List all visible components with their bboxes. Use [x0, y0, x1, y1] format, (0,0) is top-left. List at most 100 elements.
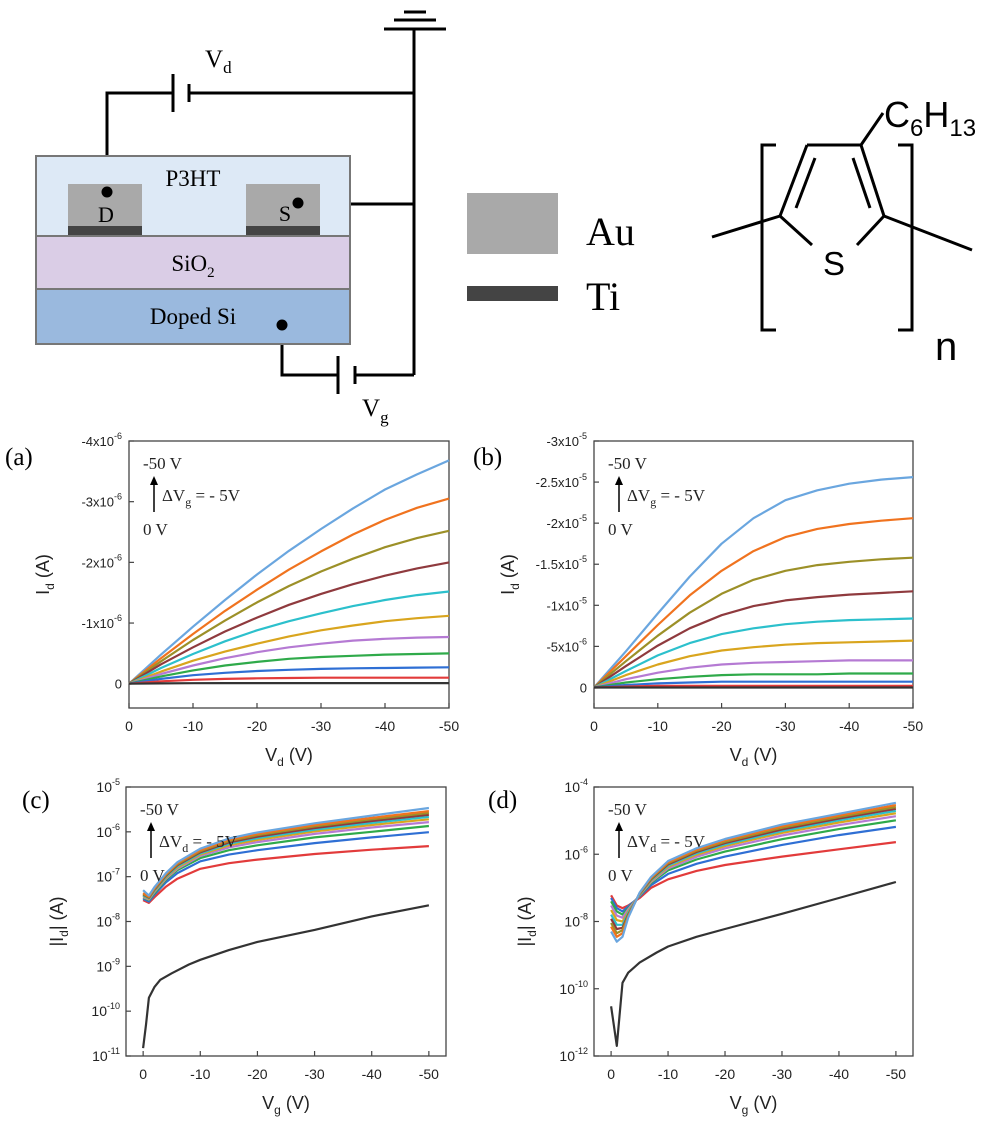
device-schematic: Vd Vg P3HT D S SiO2 Doped Si Au Ti [35, 10, 635, 427]
x-tick-label: -20 [711, 718, 731, 734]
x-tick-label: -30 [304, 1066, 324, 1082]
series-line-6 [128, 614, 450, 685]
x-tick-label: -20 [247, 1066, 267, 1082]
series-line-3 [610, 825, 897, 913]
vd-label: Vd [205, 46, 232, 77]
source-contact-dot [292, 197, 304, 209]
vg-label: Vg [362, 395, 389, 427]
series-line-2 [142, 845, 429, 905]
y-tick-label: -3x10-6 [81, 492, 122, 510]
x-tick-label: 0 [125, 718, 133, 734]
series-line-8 [593, 672, 913, 689]
y-tick-label: 10-6 [96, 822, 120, 840]
series-line-10 [593, 684, 913, 689]
battery-vd-icon [171, 74, 191, 112]
y-tick-label: 10-6 [564, 844, 588, 862]
source-ti-layer [246, 226, 320, 235]
series-line-11 [142, 806, 430, 897]
x-axis-label: Vd (V) [730, 745, 778, 769]
arrowhead-icon [150, 476, 158, 485]
annotation-bottom: 0 V [143, 520, 168, 539]
annotation-delta: ΔVd = - 5V [627, 832, 706, 855]
doped-si-label: Doped Si [150, 304, 236, 329]
series-line-1 [142, 904, 430, 1049]
drain-label: D [98, 202, 114, 227]
series-line-4 [128, 561, 450, 685]
y-tick-label: -2x10-6 [81, 552, 122, 570]
panel-b-label: (b) [473, 444, 502, 471]
x-axis-label: Vg (V) [730, 1093, 778, 1117]
sulfur-label: S [823, 245, 845, 282]
x-tick-label: -40 [362, 1066, 382, 1082]
y-axis-label: Id (A) [33, 554, 57, 595]
x-tick-label: -40 [829, 1066, 849, 1082]
au-legend-label: Au [586, 209, 635, 254]
annotation-top: -50 V [608, 454, 648, 473]
series-line-10 [128, 676, 449, 685]
x-tick-label: -40 [839, 718, 859, 734]
series-line-4 [610, 819, 897, 916]
series-line-3 [128, 529, 450, 685]
chart-c: 0 -10 -20 -30 -40 -50 10-11 10-10 10-9 10-8 10-7 10… [47, 777, 447, 1117]
series-line-2 [593, 517, 914, 689]
y-tick-label: -2x10-5 [546, 513, 587, 531]
series-line-4 [593, 590, 914, 689]
series-line-7 [593, 659, 913, 689]
ti-legend-label: Ti [586, 274, 620, 319]
sio2-label: SiO2 [171, 251, 214, 281]
y-tick-label: -2.5x10-5 [536, 472, 587, 490]
panel-d-label: (d) [488, 787, 517, 814]
series-line-7 [128, 635, 450, 685]
x-tick-label: -50 [886, 1066, 906, 1082]
y-tick-label: -4x10-6 [81, 431, 122, 449]
annotation-bottom: 0 V [140, 866, 165, 885]
series-line-2 [610, 841, 897, 910]
arrowhead-icon [615, 822, 623, 831]
series-line-11 [128, 681, 449, 685]
series-line-10 [610, 804, 897, 938]
x-tick-label: 0 [607, 1066, 615, 1082]
series-line-5 [128, 590, 450, 685]
series-line-11 [610, 801, 897, 943]
thiophene-ring [711, 112, 973, 252]
p3ht-structure: S C6H13 n [711, 94, 976, 369]
annotation-bottom: 0 V [608, 866, 633, 885]
x-tick-label: 0 [139, 1066, 147, 1082]
series-line-2 [128, 497, 450, 685]
annotation-top: -50 V [608, 800, 648, 819]
x-tick-label: 0 [590, 718, 598, 734]
series-line-9 [128, 666, 450, 685]
x-axis-label: Vd (V) [265, 745, 313, 769]
series-line-3 [593, 556, 914, 689]
x-tick-label: -30 [772, 1066, 792, 1082]
x-tick-label: -40 [375, 718, 395, 734]
x-tick-label: -20 [715, 1066, 735, 1082]
x-tick-label: -10 [658, 1066, 678, 1082]
y-tick-label: -1x10-6 [81, 613, 122, 631]
y-tick-label: -1x10-5 [546, 595, 587, 613]
series-line-1 [593, 476, 914, 689]
series-line-8 [128, 652, 450, 685]
y-axis-label: |Id| (A) [47, 896, 71, 946]
plot-frame [593, 440, 914, 709]
arrowhead-icon [147, 822, 155, 831]
drain-contact-dot [101, 186, 113, 198]
x-tick-label: -10 [648, 718, 668, 734]
y-tick-label: 0 [580, 680, 587, 695]
series-line-5 [593, 617, 914, 689]
series-line-1 [128, 459, 450, 685]
y-axis-label: |Id| (A) [515, 896, 539, 946]
panel-a-label: (a) [5, 444, 33, 471]
annotation-bottom: 0 V [608, 520, 633, 539]
doped-si-layer [35, 288, 351, 345]
x-tick-label: -50 [903, 718, 923, 734]
gate-contact-dot [276, 319, 288, 331]
arrowhead-icon [615, 476, 623, 485]
series-line-9 [593, 680, 913, 689]
plot-frame [128, 440, 450, 709]
chart-b: 0 -10 -20 -30 -40 -50 0 -5x10-6 -1x10-5 -1.5x10-5… [498, 431, 923, 769]
y-tick-label: -3x10-5 [546, 431, 587, 449]
series-line-6 [593, 639, 914, 689]
y-tick-label: 10-5 [96, 777, 120, 795]
y-tick-label: 10-9 [96, 956, 120, 974]
